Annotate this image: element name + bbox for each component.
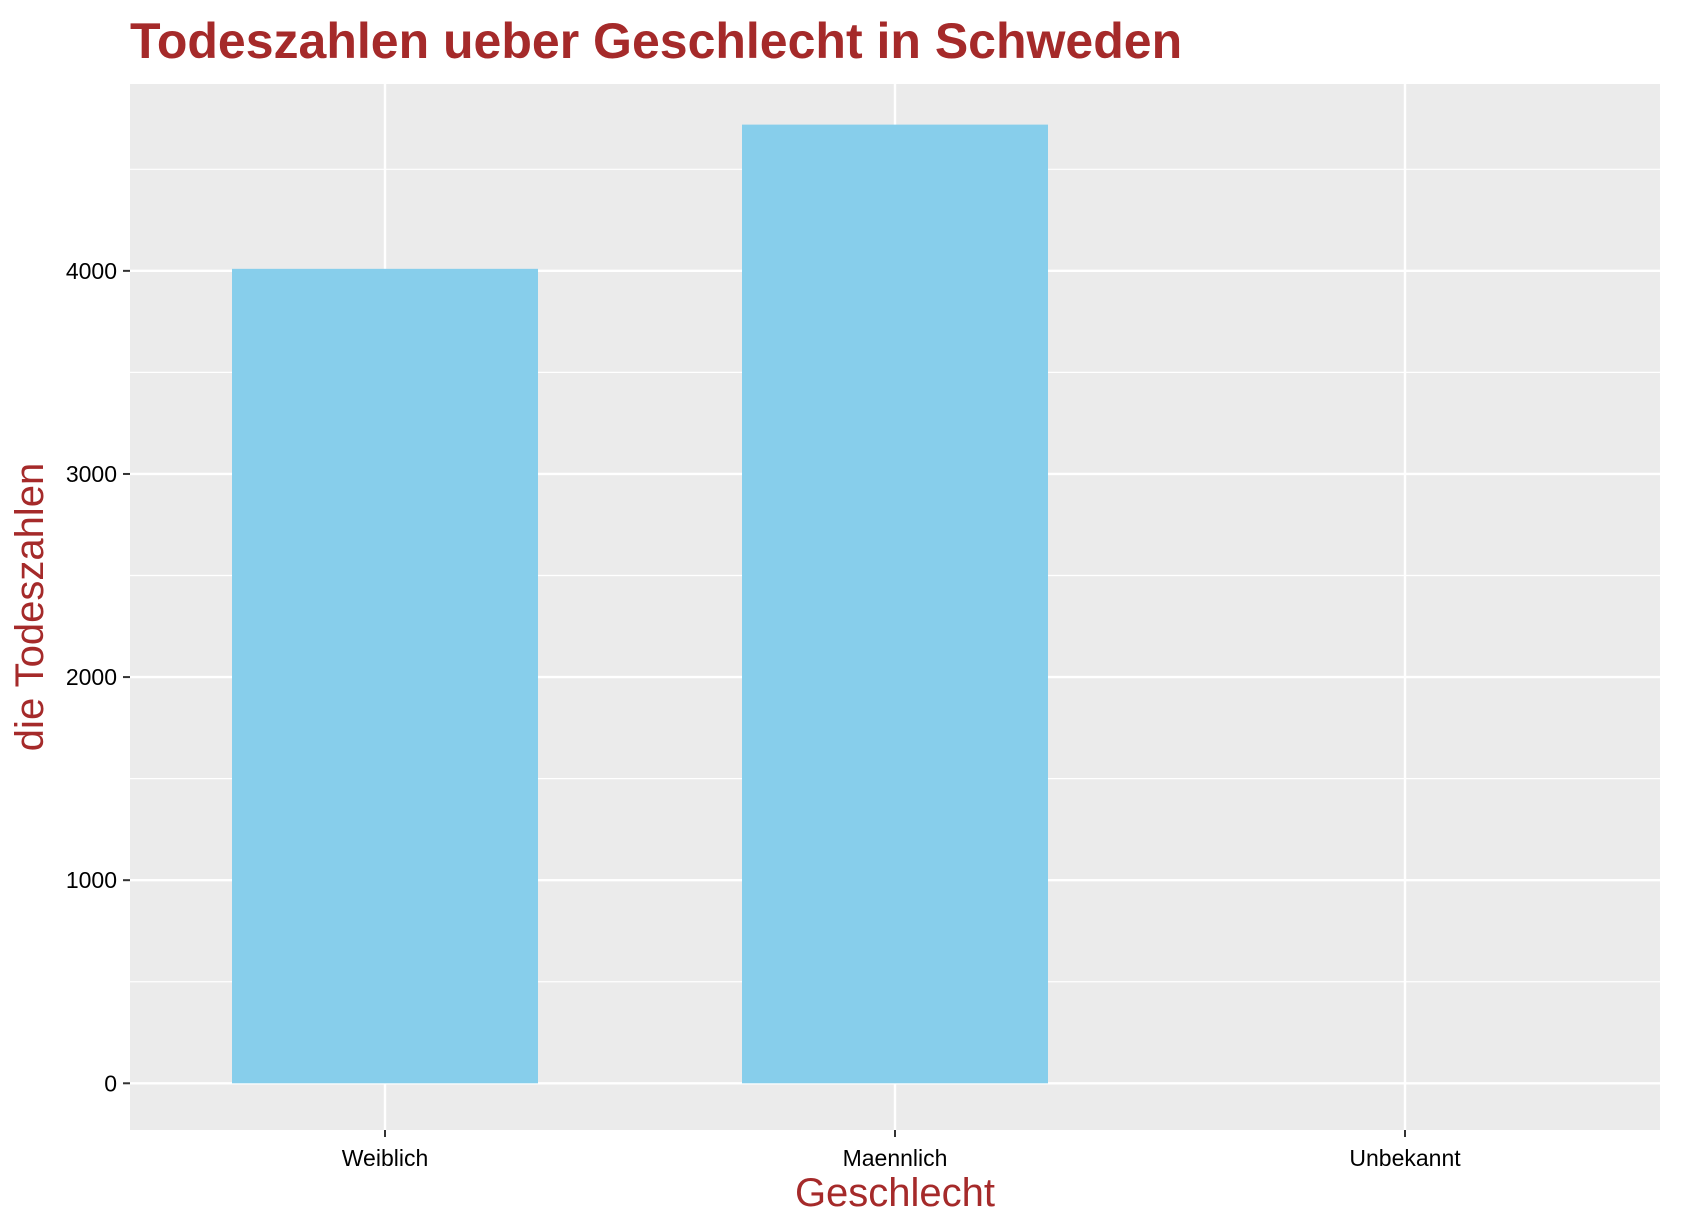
y-tick-label: 2000: [66, 664, 117, 690]
y-tick-label: 4000: [66, 258, 117, 284]
bar-maennlich: [742, 124, 1048, 1084]
y-axis: 0 1000 2000 3000 4000: [66, 258, 130, 1096]
chart-title: Todeszahlen ueber Geschlecht in Schweden: [130, 13, 1182, 69]
x-tick-label: Unbekannt: [1349, 1145, 1461, 1171]
x-axis-title: Geschlecht: [795, 1171, 995, 1215]
y-axis-title: die Todeszahlen: [8, 463, 52, 751]
y-tick-label: 1000: [66, 867, 117, 893]
y-tick-label: 3000: [66, 461, 117, 487]
y-tick-label: 0: [104, 1070, 117, 1096]
x-tick-label: Maennlich: [843, 1145, 948, 1171]
bars: [232, 124, 1048, 1084]
bar-weiblich: [232, 268, 538, 1084]
x-tick-label: Weiblich: [342, 1145, 429, 1171]
x-axis: Weiblich Maennlich Unbekannt: [342, 1130, 1461, 1171]
